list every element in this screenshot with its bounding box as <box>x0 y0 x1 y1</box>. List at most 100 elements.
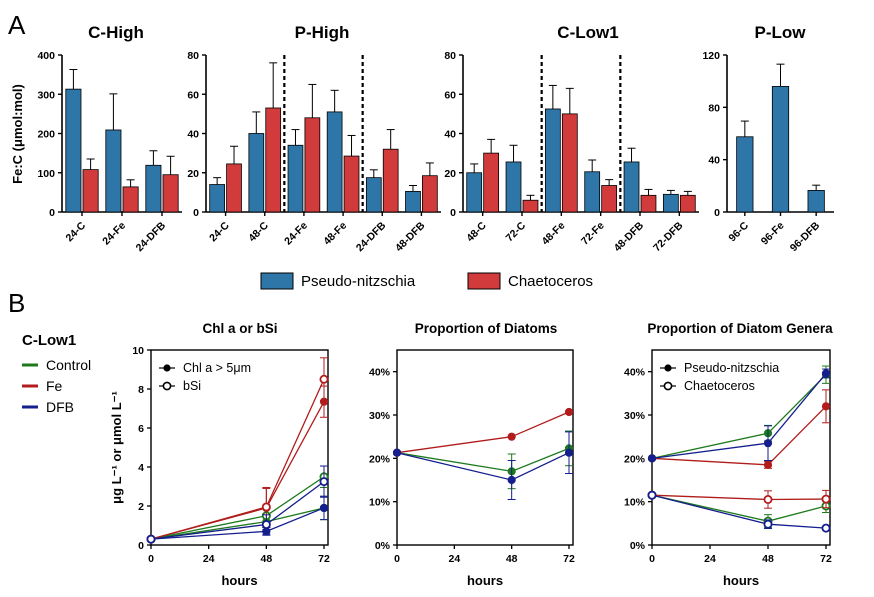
data-point <box>507 475 516 485</box>
x-axis-label: hours <box>221 573 257 588</box>
x-tick-label: 24-C <box>64 219 89 244</box>
series-line <box>651 494 827 501</box>
bar-chart-1: P-High 0 20 40 60 80 24-C 48-C 24-Fe 48-Fe 24-DFB 4… <box>187 23 441 254</box>
y-tick-label: 0 <box>138 540 144 552</box>
x-axis-label: hours <box>723 573 759 588</box>
bar <box>483 152 500 213</box>
legend-label: bSi <box>183 379 201 393</box>
legend-label: Pseudo-nitzschia <box>684 361 779 375</box>
bar <box>422 175 438 213</box>
y-tick-label: 40 <box>444 129 456 141</box>
x-tick-label: 48 <box>762 553 774 565</box>
y-tick-label: 20% <box>624 453 646 465</box>
x-tick-label: 24 <box>448 553 460 565</box>
bar <box>623 161 640 213</box>
y-tick-label: 0 <box>193 207 199 219</box>
data-point-open <box>319 477 329 487</box>
panel-label-b: B <box>8 288 25 318</box>
x-tick-label: 72-C <box>504 219 529 244</box>
bar <box>466 172 483 213</box>
legend-a: Pseudo-nitzschia Chaetoceros <box>260 272 593 290</box>
series-line <box>150 476 325 540</box>
side-legend-fe: Fe <box>46 378 63 394</box>
legend-swatch-chaeto <box>467 272 501 290</box>
data-point <box>564 407 574 417</box>
data-point-open <box>821 494 831 504</box>
y-tick-label: 0% <box>630 540 646 552</box>
x-tick-label: 72-DFB <box>651 219 686 254</box>
y-tick-label: 200 <box>37 129 55 141</box>
y-tick-label: 8 <box>138 384 144 396</box>
bar-chart-2: C-Low1 0 20 40 60 80 48-C 72-C 48-Fe 72-Fe 48-DFB 7… <box>444 23 699 254</box>
legend-label-pseudo: Pseudo-nitzschia <box>301 273 416 290</box>
bar <box>226 163 242 213</box>
plot-frame <box>651 349 831 546</box>
data-point-open <box>319 374 329 384</box>
bar <box>807 190 825 213</box>
y-tick-label: 0 <box>714 207 720 219</box>
y-tick-label: 30% <box>369 410 391 422</box>
data-point <box>763 439 773 448</box>
data-point <box>821 369 831 378</box>
legend-marker-filled <box>664 364 672 372</box>
x-tick-label: 48 <box>506 553 518 565</box>
y-tick-label: 300 <box>37 89 55 101</box>
panel-label-a: A <box>8 10 26 40</box>
series-line <box>396 447 570 473</box>
y-tick-label: 10% <box>369 497 391 509</box>
legend-marker-open <box>663 381 673 391</box>
bar <box>105 129 122 213</box>
y-tick-label: 0 <box>450 207 456 219</box>
bar <box>82 169 99 213</box>
x-tick-label: 24-DFB <box>134 219 169 254</box>
y-tick-label: 30% <box>624 410 646 422</box>
legend-marker-filled <box>163 364 171 372</box>
bar <box>584 171 601 213</box>
plot-frame <box>396 349 574 546</box>
line-chart-1: Proportion of Diatoms 0% 10% 20% 30% 40% 0 24 48… <box>369 321 575 588</box>
x-tick-label: 24 <box>704 553 716 565</box>
side-legend-title: C-Low1 <box>22 332 76 349</box>
x-tick-label: 72 <box>318 553 330 565</box>
y-tick-label: 120 <box>702 50 720 62</box>
plot-frame <box>150 349 329 546</box>
y-tick-label: 20 <box>187 168 199 180</box>
y-tick-label: 80 <box>444 50 456 62</box>
x-tick-label: 72 <box>820 553 832 565</box>
x-tick-label: 96-Fe <box>759 220 787 248</box>
y-tick-label: 10 <box>132 345 144 357</box>
bar <box>561 113 578 213</box>
bar <box>304 117 321 213</box>
data-point <box>821 402 831 411</box>
legend-label: Chl a > 5μm <box>183 361 251 375</box>
y-tick-label: 40 <box>708 155 720 167</box>
legend-label: Chaetoceros <box>684 379 755 393</box>
chart-title: C-High <box>88 23 144 42</box>
legend-swatch-pseudo <box>260 272 294 290</box>
x-tick-label: 48-Fe <box>540 220 568 248</box>
side-legend-control: Control <box>46 357 91 373</box>
y-tick-label: 40 <box>187 129 199 141</box>
data-point <box>392 448 402 457</box>
bar <box>771 86 790 213</box>
bar <box>65 88 82 213</box>
chart-title: Proportion of Diatom Genera <box>647 321 833 336</box>
data-point <box>507 432 516 441</box>
x-tick-label: 24-Fe <box>100 220 128 248</box>
chart-title: P-Low <box>755 23 807 42</box>
bar <box>162 174 179 213</box>
bar <box>640 194 657 213</box>
data-point-open <box>146 534 156 544</box>
line-chart-2: Proportion of Diatom Genera 0% 10% 20% 30% 40… <box>624 321 833 588</box>
bar <box>679 194 696 213</box>
data-point-open <box>647 490 657 500</box>
bar <box>601 185 618 213</box>
bar <box>326 111 343 213</box>
y-tick-label: 100 <box>37 168 55 180</box>
x-tick-label: 0 <box>649 553 655 565</box>
series-line <box>651 405 827 466</box>
x-tick-label: 24-C <box>207 219 232 244</box>
series-line <box>150 481 325 540</box>
x-tick-label: 48-DFB <box>393 219 428 254</box>
